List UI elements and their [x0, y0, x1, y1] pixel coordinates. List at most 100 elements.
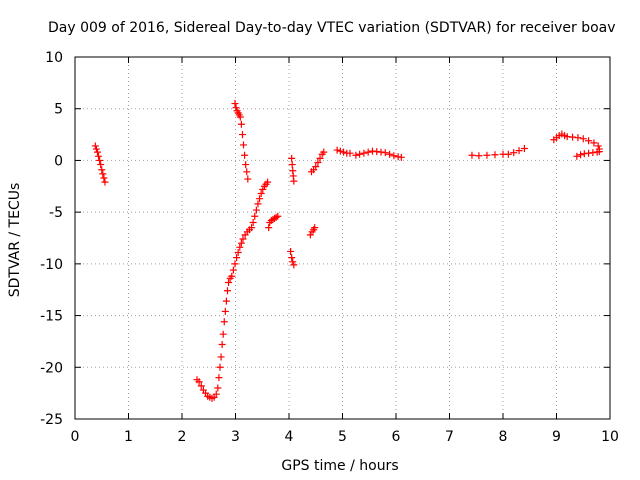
data-point — [257, 190, 265, 198]
data-point — [93, 148, 101, 156]
data-point — [236, 113, 244, 121]
y-tick-label: -15 — [40, 309, 63, 325]
data-point — [237, 239, 245, 247]
data-point — [91, 142, 99, 150]
data-point — [590, 139, 598, 147]
y-tick-label: -25 — [40, 412, 63, 428]
data-point — [585, 137, 593, 145]
x-tick-label: 4 — [285, 429, 294, 445]
x-tick-label: 9 — [552, 429, 561, 445]
data-point — [240, 141, 248, 149]
data-point — [251, 212, 259, 220]
data-point — [346, 149, 354, 157]
data-point — [520, 145, 528, 153]
x-axis-label: GPS time / hours — [281, 458, 398, 474]
data-point — [238, 131, 246, 139]
data-point — [504, 150, 512, 158]
data-point — [515, 147, 523, 155]
axis-ticks — [74, 56, 611, 420]
data-point — [356, 150, 364, 158]
data-point — [96, 156, 104, 164]
data-point — [248, 224, 256, 232]
data-point — [306, 231, 314, 239]
data-point — [475, 152, 483, 160]
data-point — [265, 224, 273, 232]
data-point — [336, 147, 344, 155]
data-point — [212, 390, 220, 398]
data-point — [352, 151, 360, 159]
data-point — [197, 382, 205, 390]
data-point — [390, 152, 398, 160]
y-tick-label: 0 — [54, 153, 63, 169]
data-point — [232, 104, 240, 112]
data-point — [259, 185, 267, 193]
chart-grid — [75, 57, 610, 419]
data-point — [217, 353, 225, 361]
y-axis-label: SDTVAR / TECUs — [7, 183, 23, 298]
data-points — [91, 100, 603, 402]
data-point — [101, 178, 109, 186]
data-point — [223, 287, 231, 295]
data-point — [254, 200, 262, 208]
data-point — [288, 161, 296, 169]
data-point — [228, 272, 236, 280]
data-point — [222, 297, 230, 305]
data-point — [220, 318, 228, 326]
data-point — [92, 145, 100, 153]
data-point — [274, 212, 282, 220]
data-point — [242, 161, 250, 169]
data-point — [231, 260, 239, 268]
data-point — [314, 158, 322, 166]
data-point — [312, 163, 320, 171]
data-point — [252, 206, 260, 214]
data-point — [98, 166, 106, 174]
x-tick-label: 1 — [124, 429, 133, 445]
x-tick-label: 10 — [601, 429, 619, 445]
data-point — [573, 152, 581, 160]
data-point — [218, 341, 226, 349]
data-point — [100, 174, 108, 182]
data-point — [333, 146, 341, 154]
data-point — [483, 151, 491, 159]
data-point — [264, 178, 272, 186]
data-point — [386, 150, 394, 158]
data-point — [288, 254, 296, 262]
data-point — [364, 148, 372, 156]
data-point — [381, 149, 389, 157]
data-point — [311, 224, 319, 232]
data-point — [256, 195, 264, 203]
x-tick-label: 8 — [499, 429, 508, 445]
data-point — [272, 213, 280, 221]
data-point — [320, 148, 328, 156]
data-point — [290, 261, 298, 269]
axis-tick-labels: 0 1 2 3 4 5 6 7 8 9 10 -25 -20 -15 -10 -5 0 5 10 — [40, 50, 619, 445]
data-point — [233, 254, 241, 262]
x-tick-label: 0 — [71, 429, 80, 445]
y-tick-label: -5 — [49, 205, 63, 221]
data-point — [234, 248, 242, 256]
data-point — [249, 218, 257, 226]
data-point — [241, 151, 249, 159]
data-point — [221, 307, 229, 315]
data-point — [510, 149, 518, 157]
data-point — [340, 148, 348, 156]
data-point — [195, 378, 203, 386]
x-tick-label: 7 — [445, 429, 454, 445]
plot-frame — [74, 56, 611, 420]
data-point — [397, 153, 405, 161]
x-tick-label: 6 — [392, 429, 401, 445]
data-point — [214, 384, 222, 392]
x-tick-label: 2 — [178, 429, 187, 445]
data-point — [229, 266, 237, 274]
chart-title: Day 009 of 2016, Sidereal Day-to-day VTE… — [48, 20, 616, 36]
data-point — [236, 243, 244, 251]
data-point — [237, 120, 245, 128]
y-tick-label: 10 — [45, 50, 63, 66]
data-point — [289, 258, 297, 266]
y-tick-label: -20 — [40, 360, 63, 376]
data-point — [225, 278, 233, 286]
data-point — [577, 151, 585, 159]
data-point — [594, 142, 602, 150]
data-point — [215, 374, 223, 382]
